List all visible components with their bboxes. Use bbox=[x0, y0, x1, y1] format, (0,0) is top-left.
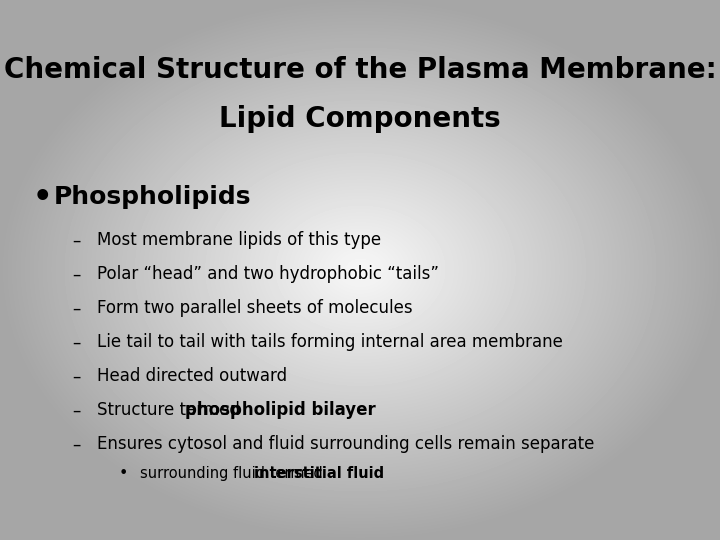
Text: phospholipid bilayer: phospholipid bilayer bbox=[185, 401, 376, 420]
Text: Chemical Structure of the Plasma Membrane:: Chemical Structure of the Plasma Membran… bbox=[4, 56, 716, 84]
Text: –: – bbox=[72, 333, 81, 352]
Text: Ensures cytosol and fluid surrounding cells remain separate: Ensures cytosol and fluid surrounding ce… bbox=[97, 435, 595, 454]
Text: –: – bbox=[72, 231, 81, 249]
Text: Structure termed: Structure termed bbox=[97, 401, 246, 420]
Text: Most membrane lipids of this type: Most membrane lipids of this type bbox=[97, 231, 382, 249]
Text: surrounding fluid termed: surrounding fluid termed bbox=[140, 466, 328, 481]
Text: •: • bbox=[119, 466, 128, 481]
Text: –: – bbox=[72, 299, 81, 318]
Text: –: – bbox=[72, 265, 81, 284]
Text: Polar “head” and two hydrophobic “tails”: Polar “head” and two hydrophobic “tails” bbox=[97, 265, 439, 284]
Text: –: – bbox=[72, 435, 81, 454]
Text: –: – bbox=[72, 367, 81, 386]
Text: •: • bbox=[32, 183, 52, 212]
Text: Phospholipids: Phospholipids bbox=[54, 185, 251, 209]
Text: Form two parallel sheets of molecules: Form two parallel sheets of molecules bbox=[97, 299, 413, 318]
Text: –: – bbox=[72, 401, 81, 420]
Text: interstitial fluid: interstitial fluid bbox=[254, 466, 384, 481]
Text: Head directed outward: Head directed outward bbox=[97, 367, 287, 386]
Text: Lipid Components: Lipid Components bbox=[219, 105, 501, 133]
Text: Lie tail to tail with tails forming internal area membrane: Lie tail to tail with tails forming inte… bbox=[97, 333, 563, 352]
